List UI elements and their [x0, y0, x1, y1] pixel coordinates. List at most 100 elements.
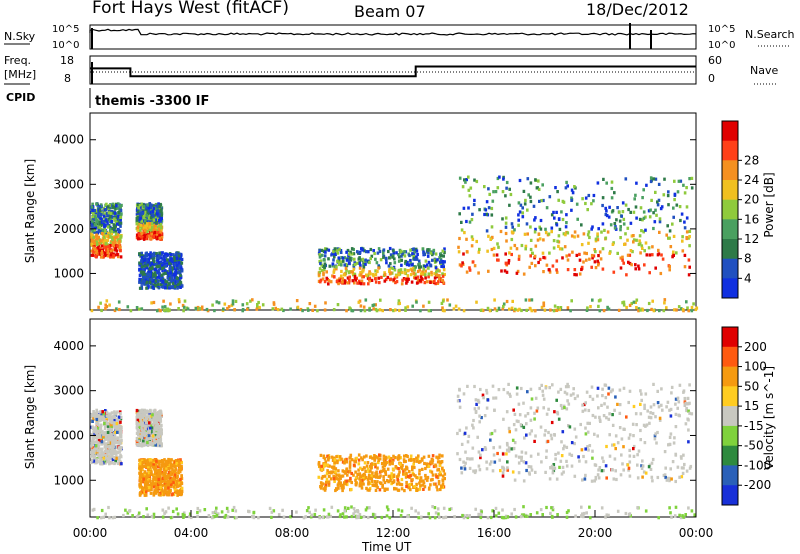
power-echo-cell-1763: [359, 264, 362, 268]
power-echo-cell-2086: [517, 257, 521, 261]
power-echo-cell-2378: [658, 230, 661, 234]
velocity-echo-cell-1961: [381, 483, 384, 488]
power-echo-cell-2088: [626, 238, 629, 242]
velocity-echo-cell-1842: [392, 454, 395, 458]
velocity-echo-cell-1557: [144, 490, 148, 494]
power-echo-cell-1696: [408, 253, 411, 258]
power-echo-cell-2600: [510, 306, 514, 310]
velocity-echo-cell-1379: [163, 483, 166, 487]
velocity-echo-cell-1934: [376, 466, 379, 470]
power-echo-cell-2551: [509, 246, 513, 250]
power-echo-cell-1478: [155, 265, 158, 269]
power-echo-cell-444: [112, 248, 116, 252]
velocity-echo-cell-1868: [336, 461, 339, 465]
power-echo-cell-1387: [149, 255, 152, 259]
power-echo-cell-1508: [143, 264, 147, 268]
power-ytick-label-1: 2000: [53, 222, 84, 236]
velocity-echo-cell-1938: [405, 480, 408, 485]
velocity-echo-cell-365: [107, 459, 110, 463]
power-echo-cell-1526: [153, 284, 156, 288]
power-echo-cell-1481: [174, 271, 178, 275]
velocity-echo-cell-2001: [364, 475, 368, 480]
power-echo-cell-1990: [436, 258, 439, 262]
power-echo-cell-2046: [412, 247, 415, 251]
velocity-echo-cell-1453: [162, 464, 166, 468]
power-echo-cell-1815: [427, 251, 430, 255]
power-echo-cell-2576: [590, 202, 593, 206]
velocity-echo-cell-399: [106, 422, 110, 426]
velocity-echo-cell-290: [92, 457, 96, 461]
velocity-echo-cell-489: [101, 453, 105, 457]
power-echo-cell-1509: [161, 251, 164, 255]
power-echo-cell-1562: [320, 248, 324, 252]
power-echo-cell-1849: [337, 262, 341, 267]
power-echo-cell-1731: [327, 282, 330, 286]
power-echo-cell-2196: [492, 253, 496, 257]
power-echo-cell-1553: [140, 259, 143, 263]
power-echo-cell-320: [90, 242, 93, 246]
power-echo-cell-2418: [677, 179, 681, 183]
power-echo-cell-897: [141, 223, 145, 227]
velocity-echo-cell-970: [136, 427, 139, 431]
power-echo-cell-2664: [552, 309, 556, 313]
power-echo-cell-2471: [538, 199, 541, 203]
power-echo-cell-2220: [550, 226, 554, 230]
power-echo-cell-2009: [333, 247, 337, 251]
velocity-echo-cell-1295: [179, 458, 182, 462]
power-echo-cell-513: [106, 225, 110, 229]
power-echo-cell-2485: [613, 191, 616, 195]
velocity-echo-cell-1581: [382, 454, 386, 458]
power-echo-cell-339: [116, 206, 119, 210]
velocity-echo-cell-1724: [375, 473, 379, 477]
power-echo-cell-2448: [556, 190, 559, 194]
velocity-echo-cell-500: [99, 459, 102, 463]
power-echo-cell-1396: [164, 279, 167, 283]
power-echo-cell-2496: [471, 212, 474, 216]
power-echo-cell-2461: [534, 178, 537, 182]
power-echo-cell-2615: [397, 299, 401, 303]
power-echo-cell-2440: [593, 260, 597, 264]
velocity-echo-cell-1746: [409, 454, 413, 458]
power-echo-cell-2052: [412, 271, 416, 275]
power-echo-cell-2402: [465, 250, 469, 254]
velocity-echo-cell-994: [142, 410, 145, 414]
power-echo-cell-960: [156, 209, 159, 213]
power-echo-cell-2534: [464, 180, 467, 184]
power-echo-cell-2184: [578, 252, 581, 256]
velocity-echo-cell-1874: [391, 475, 394, 480]
velocity-echo-cell-299: [106, 424, 110, 428]
velocity-echo-cell-485: [110, 427, 113, 432]
velocity-echo-cell-1952: [360, 479, 364, 483]
power-echo-cell-2329: [504, 231, 508, 236]
power-echo-cell-944: [156, 234, 160, 238]
nsky-tick-low: 10^0: [52, 40, 79, 51]
power-ytick-label-0: 1000: [53, 266, 84, 280]
velocity-echo-cell-1039: [143, 426, 147, 430]
power-echo-cell-1566: [410, 280, 414, 284]
velocity-echo-cell-1911: [366, 461, 370, 465]
velocity-echo-cell-1496: [138, 458, 142, 462]
power-echo-cell-2810: [607, 307, 611, 311]
velocity-echo-cell-1799: [343, 461, 346, 465]
power-echo-cell-2852: [677, 305, 681, 309]
power-echo-cell-87: [111, 230, 115, 234]
velocity-echo-cell-1941: [354, 478, 357, 482]
power-echo-cell-2556: [566, 184, 569, 188]
power-echo-cell-1345: [155, 252, 158, 256]
power-echo-cell-1823: [318, 267, 322, 271]
nave-tick-low: 0: [708, 72, 715, 85]
power-echo-cell-1370: [156, 275, 159, 279]
velocity-echo-cell-466: [102, 434, 105, 438]
power-echo-cell-1421: [142, 273, 145, 277]
power-echo-cell-2787: [646, 308, 649, 313]
power-echo-cell-2281: [487, 269, 490, 273]
power-echo-cell-1881: [343, 279, 347, 283]
velocity-echo-cell-1725: [325, 472, 329, 476]
velocity-echo-cell-1814: [344, 471, 347, 475]
power-echo-cell-2690: [663, 301, 666, 305]
power-echo-cell-1654: [332, 268, 336, 272]
power-echo-cell-2851: [488, 309, 492, 313]
power-echo-cell-2520: [564, 225, 568, 229]
power-echo-cell-2657: [226, 306, 229, 311]
